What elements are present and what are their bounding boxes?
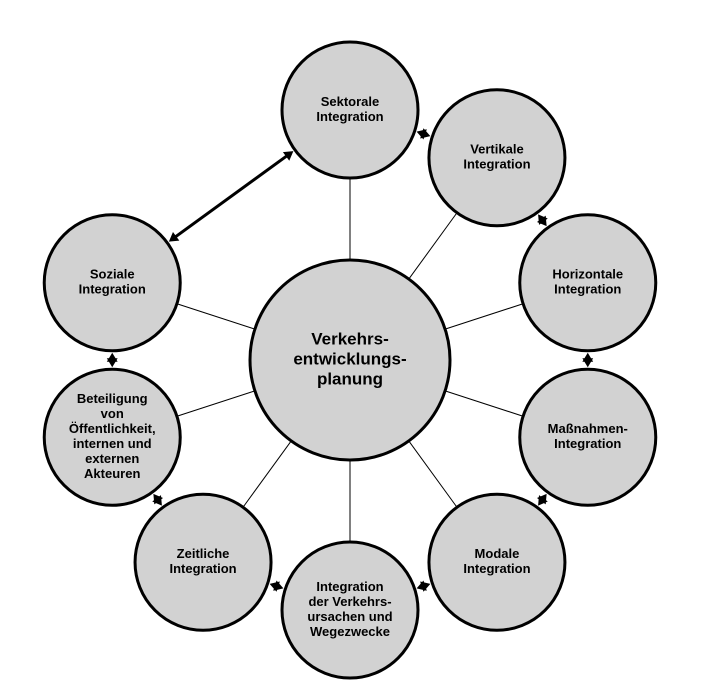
node-vertikale: VertikaleIntegration (429, 90, 565, 226)
node-sektorale: SektoraleIntegration (282, 42, 418, 178)
node-beteiligung: BeteiligungvonÖffentlichkeit,internen un… (44, 369, 180, 505)
node-label: Integration (554, 282, 621, 297)
center-label: entwicklungs- (293, 349, 406, 368)
node-label: Integration (316, 109, 383, 124)
node-label: Integration (169, 561, 236, 576)
center-label: planung (317, 369, 383, 388)
node-label: Integration (554, 436, 621, 451)
node-soziale: SozialeIntegration (44, 215, 180, 351)
node-label: Integration (79, 282, 146, 297)
node-label: ursachen und (307, 609, 392, 624)
node-ursachen: Integrationder Verkehrs-ursachen undWege… (282, 542, 418, 678)
center-label: Verkehrs- (311, 329, 389, 348)
node-label: Integration (463, 157, 530, 172)
node-label: Öffentlichkeit, (69, 421, 156, 436)
integration-diagram: SektoraleIntegrationVertikaleIntegration… (0, 0, 701, 695)
node-label: Wegezwecke (310, 624, 390, 639)
node-label: internen und (73, 436, 152, 451)
node-zeitliche: ZeitlicheIntegration (135, 494, 271, 630)
node-label: Vertikale (470, 142, 524, 157)
node-label: Beteiligung (77, 391, 148, 406)
node-label: der Verkehrs- (308, 594, 391, 609)
node-modale: ModaleIntegration (429, 494, 565, 630)
node-label: von (101, 406, 124, 421)
node-label: Integration (316, 579, 383, 594)
node-label: Soziale (90, 267, 135, 282)
node-label: Zeitliche (177, 546, 230, 561)
node-label: Sektorale (321, 94, 380, 109)
node-label: Maßnahmen- (548, 421, 628, 436)
node-massnahmen: Maßnahmen-Integration (520, 369, 656, 505)
node-label: Horizontale (552, 267, 623, 282)
node-label: Akteuren (84, 466, 140, 481)
node-horizontale: HorizontaleIntegration (520, 215, 656, 351)
center-node: Verkehrs-entwicklungs-planung (250, 260, 450, 460)
node-label: externen (85, 451, 139, 466)
node-label: Integration (463, 561, 530, 576)
node-label: Modale (475, 546, 520, 561)
